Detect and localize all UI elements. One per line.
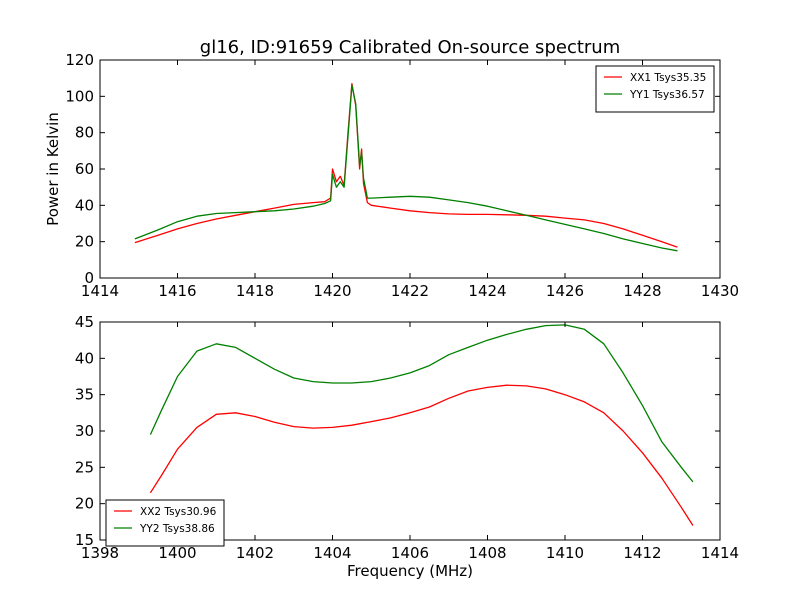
bottom-y-tick-label: 40 bbox=[75, 349, 94, 367]
top-plot-frame bbox=[99, 59, 721, 279]
top-x-tick-label: 1426 bbox=[546, 282, 584, 300]
top-x-tick-label: 1424 bbox=[468, 282, 506, 300]
top-x-tick-label: 1418 bbox=[236, 282, 274, 300]
bottom-x-tick-label: 1398 bbox=[81, 544, 119, 562]
top-plot-y-axis-label: Power in Kelvin bbox=[44, 112, 62, 226]
top-y-tick-label: 100 bbox=[65, 87, 94, 105]
bottom-legend-label: XX2 Tsys30.96 bbox=[140, 506, 217, 518]
bottom-series-line-1 bbox=[149, 384, 694, 526]
top-y-tick-label: 20 bbox=[75, 233, 94, 251]
bottom-y-tick-label: 45 bbox=[75, 313, 94, 331]
top-y-tick-label: 120 bbox=[65, 51, 94, 69]
top-x-tick-label: 1420 bbox=[313, 282, 351, 300]
bottom-x-tick-label: 1400 bbox=[158, 544, 196, 562]
bottom-y-tick-label: 35 bbox=[75, 386, 94, 404]
bottom-spectrum-plot: Frequency (MHz) 1398 1400 1402 1404 1406 1408… bbox=[75, 313, 739, 580]
top-series-line-2 bbox=[134, 84, 678, 252]
top-y-tick-label: 40 bbox=[75, 196, 94, 214]
bottom-plot-ticks: 1398 1400 1402 1404 1406 1408 1410 1412 1414 15 20… bbox=[75, 313, 739, 562]
top-y-tick-label: 80 bbox=[75, 124, 94, 142]
top-spectrum-plot: gl16, ID:91659 Calibrated On-source spec… bbox=[44, 37, 739, 300]
bottom-y-tick-label: 30 bbox=[75, 422, 94, 440]
top-plot-title: gl16, ID:91659 Calibrated On-source spec… bbox=[200, 37, 620, 58]
top-legend-label: XX1 Tsys35.35 bbox=[630, 72, 706, 84]
bottom-x-tick-label: 1412 bbox=[623, 544, 661, 562]
bottom-plot-x-axis-label: Frequency (MHz) bbox=[347, 562, 473, 580]
bottom-legend-label: YY2 Tsys38.86 bbox=[139, 523, 215, 535]
bottom-y-tick-label: 20 bbox=[75, 495, 94, 513]
bottom-legend-box bbox=[105, 499, 225, 547]
bottom-y-tick-label: 25 bbox=[75, 458, 94, 476]
bottom-x-tick-label: 1408 bbox=[468, 544, 506, 562]
top-y-tick-label: 0 bbox=[84, 269, 94, 287]
bottom-x-tick-label: 1414 bbox=[701, 544, 739, 562]
bottom-x-tick-label: 1402 bbox=[236, 544, 274, 562]
bottom-series-line-2 bbox=[149, 324, 694, 483]
top-plot-legend: XX1 Tsys35.35 YY1 Tsys36.57 bbox=[595, 65, 715, 113]
bottom-x-tick-label: 1404 bbox=[313, 544, 351, 562]
bottom-x-tick-label: 1406 bbox=[391, 544, 429, 562]
top-x-tick-label: 1430 bbox=[701, 282, 739, 300]
top-legend-box bbox=[595, 65, 715, 113]
bottom-y-tick-label: 15 bbox=[75, 531, 94, 549]
top-x-tick-label: 1414 bbox=[81, 282, 119, 300]
top-x-tick-label: 1428 bbox=[623, 282, 661, 300]
bottom-plot-frame bbox=[99, 321, 721, 541]
top-plot-ticks: 1414 1416 1418 1420 1422 1424 1426 1428 1430 0 20 4… bbox=[65, 51, 739, 300]
top-x-tick-label: 1422 bbox=[391, 282, 429, 300]
top-x-tick-label: 1416 bbox=[158, 282, 196, 300]
top-legend-label: YY1 Tsys36.57 bbox=[629, 89, 705, 101]
bottom-x-tick-label: 1410 bbox=[546, 544, 584, 562]
bottom-plot-legend: XX2 Tsys30.96 YY2 Tsys38.86 bbox=[105, 499, 225, 547]
top-plot-lines bbox=[134, 82, 678, 252]
top-y-tick-label: 60 bbox=[75, 160, 94, 178]
bottom-plot-lines bbox=[149, 324, 694, 526]
